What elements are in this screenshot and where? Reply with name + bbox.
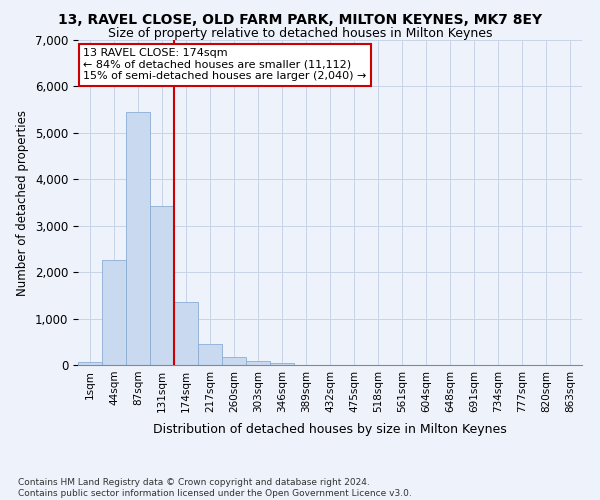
Y-axis label: Number of detached properties: Number of detached properties <box>16 110 29 296</box>
Bar <box>270 362 294 365</box>
Bar <box>150 206 174 365</box>
Bar <box>222 357 246 365</box>
Bar <box>198 344 222 365</box>
Text: 13, RAVEL CLOSE, OLD FARM PARK, MILTON KEYNES, MK7 8EY: 13, RAVEL CLOSE, OLD FARM PARK, MILTON K… <box>58 12 542 26</box>
X-axis label: Distribution of detached houses by size in Milton Keynes: Distribution of detached houses by size … <box>153 423 507 436</box>
Bar <box>174 302 198 365</box>
Bar <box>102 260 126 365</box>
Bar <box>78 362 102 365</box>
Bar <box>126 112 150 365</box>
Text: Contains HM Land Registry data © Crown copyright and database right 2024.
Contai: Contains HM Land Registry data © Crown c… <box>18 478 412 498</box>
Text: Size of property relative to detached houses in Milton Keynes: Size of property relative to detached ho… <box>108 28 492 40</box>
Bar <box>246 362 270 365</box>
Text: 13 RAVEL CLOSE: 174sqm
← 84% of detached houses are smaller (11,112)
15% of semi: 13 RAVEL CLOSE: 174sqm ← 84% of detached… <box>83 48 367 82</box>
